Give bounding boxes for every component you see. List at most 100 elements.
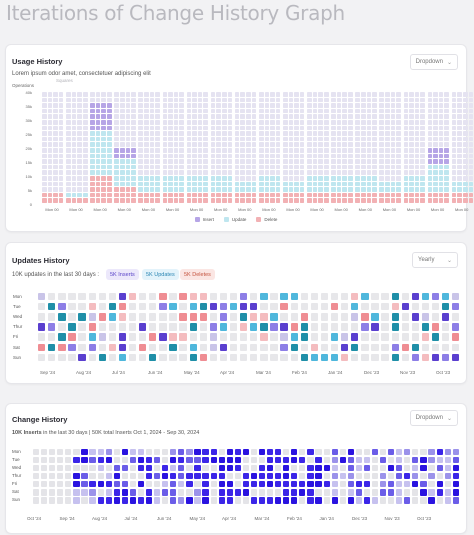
y-tick-label: 0 — [29, 202, 32, 207]
bar-cell — [71, 125, 77, 131]
bar-cell — [227, 92, 233, 97]
bar-cell — [258, 97, 264, 103]
bar-cell — [323, 159, 329, 164]
bar-cell — [444, 136, 450, 142]
bar-cell — [403, 148, 409, 153]
heatmap-cell — [229, 333, 238, 341]
bar-cell — [462, 131, 468, 136]
bar-cell — [197, 198, 203, 204]
bar-cell — [462, 181, 468, 187]
heatmap-cell — [41, 473, 48, 480]
heatmap-cell — [428, 489, 435, 496]
bar-cell — [396, 136, 401, 142]
day-label: Wed — [13, 314, 23, 320]
bar-cell — [331, 181, 336, 187]
bar-cell — [468, 114, 474, 120]
bar-cell — [444, 164, 450, 170]
heatmap-cell — [347, 489, 354, 496]
bar-cell — [95, 92, 101, 97]
heatmap-cell — [57, 489, 64, 496]
heatmap-cell — [88, 323, 96, 331]
bar-cell — [192, 164, 197, 170]
deletes-chip-label: 5K Deletes — [184, 271, 211, 278]
heatmap-cell — [381, 333, 389, 341]
bar-cell — [390, 170, 396, 176]
bar-cell — [168, 181, 173, 187]
bar-cell — [433, 125, 438, 131]
bar-cell — [144, 170, 149, 176]
bar-cell — [294, 164, 299, 170]
bar-cell — [462, 125, 468, 131]
bar-cell — [131, 148, 136, 153]
bar-cell — [119, 170, 125, 176]
bar-cell — [366, 92, 372, 97]
bar-cell — [420, 125, 425, 131]
yearly-dropdown[interactable]: Yearly ⌄ — [412, 252, 458, 268]
bar-cell — [396, 159, 401, 164]
heatmap-cell — [129, 489, 137, 496]
bar-cell — [258, 187, 264, 192]
bar-cell — [246, 136, 251, 142]
heatmap-cell — [347, 481, 354, 488]
bar-cell — [366, 153, 372, 159]
bar-cell — [457, 192, 462, 198]
bar-cell — [240, 97, 246, 103]
bar-cell — [221, 108, 227, 114]
change-dropdown[interactable]: Dropdown ⌄ — [409, 410, 458, 426]
bar-cell — [210, 108, 216, 114]
bar-cell — [144, 131, 149, 136]
bar-cell — [348, 125, 353, 131]
heatmap-cell — [351, 353, 359, 361]
legend-item: Delete — [256, 217, 277, 222]
bar-cell — [288, 170, 294, 176]
bar-cell — [451, 187, 457, 192]
bar-cell — [433, 198, 438, 204]
bar-cell — [221, 114, 227, 120]
bar-cell — [390, 131, 396, 136]
bar-cell — [221, 198, 227, 204]
bar-cell — [101, 92, 107, 97]
bar-cell — [409, 131, 414, 136]
bar-cell — [251, 198, 257, 204]
heatmap-cell — [444, 465, 451, 472]
heatmap-cell — [118, 303, 127, 311]
heatmap-cell — [78, 343, 86, 351]
heatmap-cell — [267, 457, 274, 464]
heatmap-cell — [339, 497, 346, 504]
bar-cell — [258, 181, 264, 187]
bar-cell — [403, 103, 409, 108]
heatmap-cell — [270, 313, 278, 321]
heatmap-cell — [58, 293, 66, 301]
bar-cell — [71, 114, 77, 120]
bar-cell — [323, 142, 329, 148]
bar-cell — [179, 181, 184, 187]
bar-cell — [47, 181, 53, 187]
bar-cell — [227, 131, 233, 136]
heatmap-cell — [250, 481, 258, 488]
bar-cell — [101, 142, 107, 148]
bar-cell — [283, 164, 288, 170]
month-label: Sep '24 — [59, 516, 75, 521]
heatmap-cell — [355, 449, 362, 456]
bar-cell — [162, 170, 168, 176]
heatmap-cell — [371, 465, 379, 472]
heatmap-cell — [145, 481, 153, 488]
heatmap-cell — [234, 489, 241, 496]
bar-cell — [179, 120, 184, 125]
bar-cell — [138, 159, 144, 164]
usage-dropdown[interactable]: Dropdown ⌄ — [409, 54, 458, 70]
bar-cell — [114, 125, 119, 131]
bar-cell — [342, 164, 348, 170]
bar-cell — [197, 159, 203, 164]
heatmap-cell — [159, 293, 167, 301]
heatmap-cell — [339, 457, 346, 464]
bar-cell — [457, 114, 462, 120]
bar-cell — [107, 176, 112, 181]
bar-cell — [294, 198, 299, 204]
bar-cell — [82, 125, 88, 131]
bar-cell — [251, 176, 257, 181]
bar-cell — [77, 153, 82, 159]
heatmap-cell — [78, 353, 86, 361]
month-label: Mar '24 — [254, 516, 270, 521]
bar-cell — [294, 120, 299, 125]
